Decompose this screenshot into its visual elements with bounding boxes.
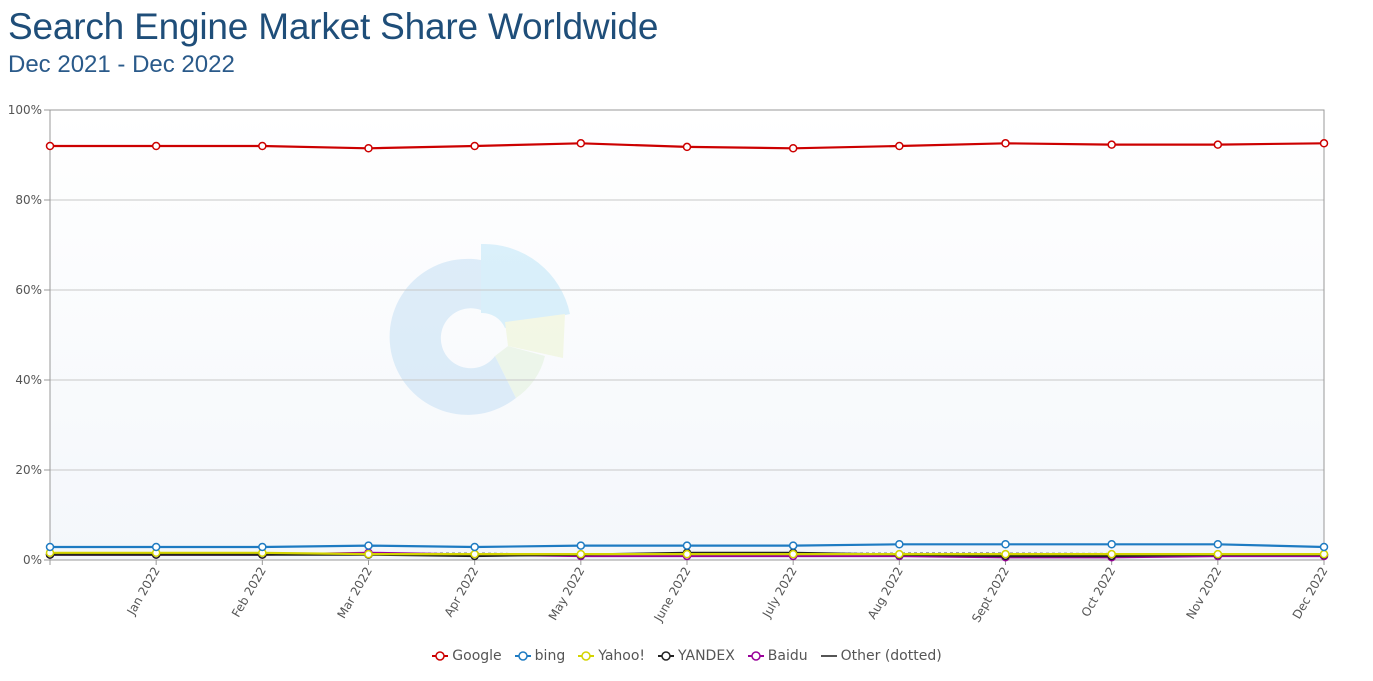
data-point-google[interactable] (1001, 139, 1010, 148)
legend-swatch-icon (432, 651, 449, 661)
data-point-yahoo[interactable] (470, 549, 479, 559)
legend-swatch-icon (747, 651, 764, 661)
data-point-bing[interactable] (682, 541, 692, 550)
legend-label: Other (dotted) (840, 648, 942, 664)
legend-item-yahoo[interactable]: Yahoo! (577, 648, 645, 664)
x-tick-label: Nov 2022 (1183, 565, 1224, 622)
data-point-yahoo[interactable] (1001, 549, 1010, 559)
plot-background (50, 110, 1324, 560)
legend-item-google[interactable]: Google (431, 648, 502, 664)
data-point-yahoo[interactable] (364, 549, 373, 559)
data-point-yahoo[interactable] (576, 549, 586, 559)
chart-subtitle: Dec 2021 - Dec 2022 (8, 51, 235, 78)
data-point-google[interactable] (151, 141, 161, 151)
data-point-bing[interactable] (1001, 540, 1010, 549)
data-point-bing[interactable] (895, 540, 904, 549)
x-axis: Jan 2022 Feb 2022 Mar 2022 Apr 2022 May 2022… (49, 560, 1331, 625)
data-point-bing[interactable] (1213, 540, 1223, 549)
legend-label: YANDEX (678, 648, 735, 664)
y-tick-label: 20% (15, 463, 42, 477)
data-point-bing[interactable] (470, 542, 479, 552)
legend-swatch-icon (514, 651, 531, 661)
x-tick-label: Jan 2022 (124, 565, 163, 619)
data-point-yahoo[interactable] (895, 549, 904, 559)
y-axis: 0% 20% 40% 60% 80% 100% (8, 103, 50, 567)
data-point-bing[interactable] (151, 542, 161, 552)
x-tick-label: May 2022 (546, 565, 588, 623)
legend-item-bing[interactable]: bing (514, 648, 566, 664)
data-point-yahoo[interactable] (1107, 549, 1116, 559)
x-tick-label: Sept 2022 (969, 565, 1012, 625)
y-tick-label: 60% (15, 283, 42, 297)
x-tick-label: Oct 2022 (1079, 565, 1119, 620)
legend-swatch-icon (658, 651, 675, 661)
data-point-google[interactable] (45, 141, 55, 151)
watermark-logo-icon (389, 243, 570, 415)
data-point-google[interactable] (788, 144, 798, 153)
legend-swatch-icon (820, 655, 837, 657)
y-tick-label: 100% (8, 103, 42, 117)
data-point-bing[interactable] (1319, 542, 1329, 552)
legend-item-yandex[interactable]: YANDEX (657, 648, 735, 664)
x-tick-label: Feb 2022 (229, 565, 269, 620)
x-tick-label: July 2022 (759, 565, 800, 621)
legend-swatch-icon (578, 651, 595, 661)
legend-label: Google (452, 648, 502, 664)
series-bing (45, 540, 1329, 552)
data-point-bing[interactable] (1107, 540, 1116, 549)
data-point-google[interactable] (258, 141, 267, 151)
legend-item-baidu[interactable]: Baidu (747, 648, 808, 664)
data-point-google[interactable] (682, 142, 692, 152)
series-yahoo (45, 548, 1329, 559)
data-point-google[interactable] (364, 144, 373, 153)
data-point-bing[interactable] (364, 541, 373, 550)
data-point-yahoo[interactable] (788, 549, 798, 559)
x-tick-label: June 2022 (651, 565, 694, 625)
series-lines (45, 139, 1329, 562)
x-tick-label: Apr 2022 (442, 565, 482, 620)
data-point-google[interactable] (1213, 140, 1223, 149)
x-tick-label: Aug 2022 (865, 565, 906, 622)
data-point-bing[interactable] (258, 542, 267, 552)
x-tick-label: Mar 2022 (334, 565, 375, 621)
legend-label: Baidu (767, 648, 808, 664)
y-tick-label: 40% (15, 373, 42, 387)
y-tick-label: 80% (15, 193, 42, 207)
legend: Google bing Yahoo! YANDEX Baidu Other (dotted… (0, 648, 1373, 664)
data-point-google[interactable] (576, 139, 586, 148)
data-point-bing[interactable] (576, 541, 586, 550)
data-point-google[interactable] (470, 141, 479, 151)
legend-label: Yahoo! (598, 648, 646, 664)
data-point-google[interactable] (1107, 140, 1116, 149)
series-google (45, 139, 1329, 153)
data-point-google[interactable] (895, 141, 904, 151)
x-tick-label: Dec 2022 (1290, 565, 1331, 622)
data-point-google[interactable] (1319, 139, 1329, 148)
chart-title: Search Engine Market Share Worldwide (8, 6, 659, 47)
data-point-yahoo[interactable] (1213, 549, 1223, 559)
data-point-yahoo[interactable] (1319, 549, 1329, 559)
data-point-yahoo[interactable] (682, 549, 692, 559)
legend-label: bing (534, 648, 566, 664)
data-point-bing[interactable] (45, 542, 55, 552)
y-tick-label: 0% (23, 553, 42, 567)
legend-item-other-dotted[interactable]: Other (dotted) (820, 648, 942, 664)
data-point-bing[interactable] (788, 541, 798, 550)
